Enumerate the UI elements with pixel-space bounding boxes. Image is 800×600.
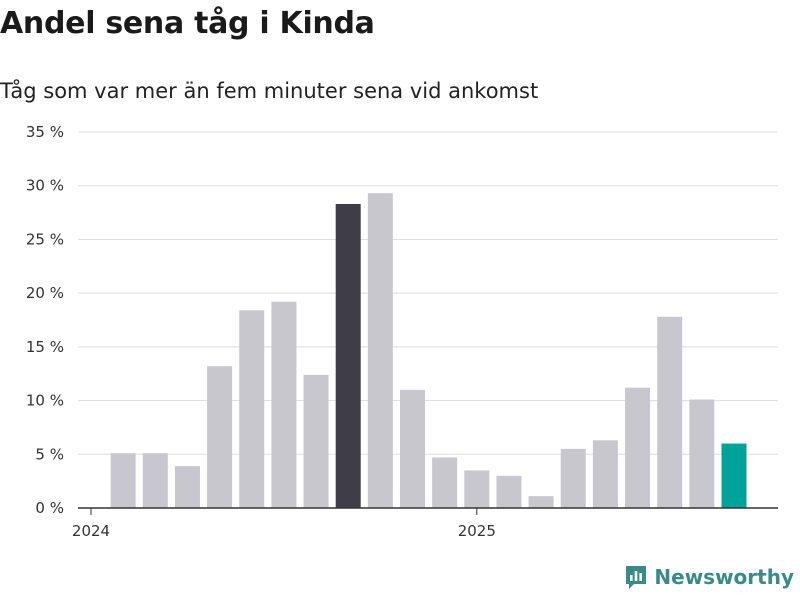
bar <box>528 496 554 508</box>
y-tick-label: 0 % <box>35 499 64 517</box>
bar <box>271 301 297 508</box>
y-tick-label: 20 % <box>26 284 64 302</box>
brand-name: Newsworthy <box>654 565 794 589</box>
bar <box>689 399 715 508</box>
bar <box>464 470 490 508</box>
bar <box>335 203 361 508</box>
y-tick-label: 35 % <box>26 123 64 141</box>
bar <box>303 374 329 508</box>
bar <box>239 310 265 508</box>
bar <box>592 440 618 508</box>
bar <box>110 453 136 508</box>
bar <box>142 453 168 508</box>
y-tick-label: 10 % <box>26 392 64 410</box>
bar <box>625 387 651 508</box>
bar <box>721 443 747 508</box>
bar <box>367 193 393 508</box>
bar <box>560 448 586 508</box>
chart-subtitle: Tåg som var mer än fem minuter sena vid … <box>0 79 539 103</box>
x-tick-label: 2024 <box>72 522 110 540</box>
bar <box>657 316 683 508</box>
y-tick-label: 5 % <box>35 445 64 463</box>
y-tick-label: 25 % <box>26 230 64 248</box>
bar <box>207 366 233 508</box>
bar <box>174 466 200 508</box>
bar <box>496 475 522 508</box>
x-tick-label: 2025 <box>458 522 496 540</box>
y-tick-label: 30 % <box>26 177 64 195</box>
chart-title: Andel sena tåg i Kinda <box>0 6 375 41</box>
bar-chart-icon <box>626 566 647 589</box>
bar <box>432 457 458 508</box>
bar <box>400 389 425 508</box>
y-tick-label: 15 % <box>26 338 64 356</box>
brand-logo: Newsworthy <box>624 564 794 590</box>
